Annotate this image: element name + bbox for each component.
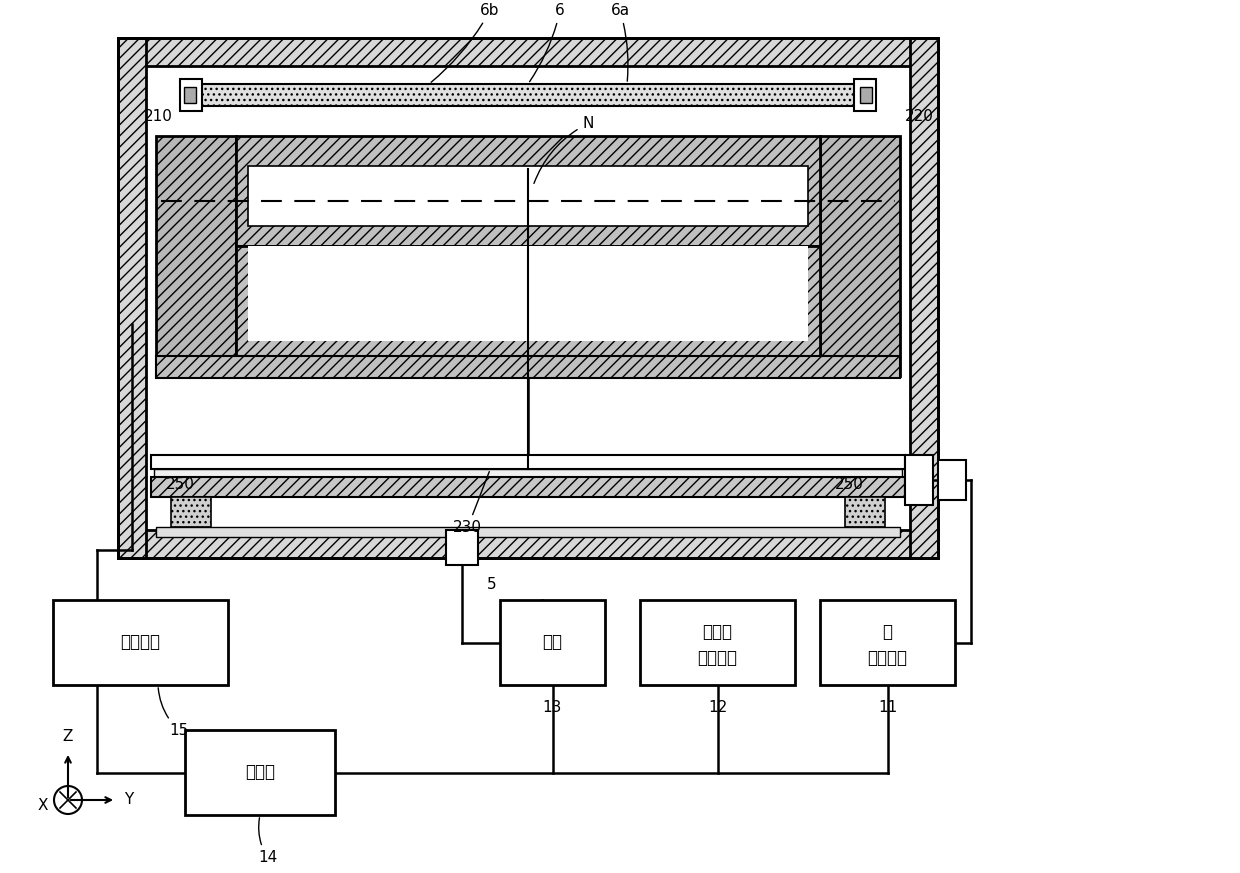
- Bar: [184, 87, 196, 103]
- Bar: [198, 84, 858, 106]
- Text: 6a: 6a: [610, 3, 630, 81]
- Text: 驱动装置: 驱动装置: [868, 649, 908, 666]
- Bar: [446, 530, 479, 565]
- Text: 排气机构: 排气机构: [120, 634, 160, 651]
- Bar: [156, 527, 900, 537]
- Bar: [844, 497, 885, 527]
- Text: 6b: 6b: [432, 3, 500, 82]
- Text: 12: 12: [708, 700, 727, 715]
- Bar: [118, 38, 937, 66]
- Bar: [937, 460, 966, 500]
- Bar: [118, 530, 937, 558]
- Bar: [118, 38, 937, 558]
- Text: 210: 210: [144, 109, 172, 124]
- Bar: [236, 246, 820, 356]
- Text: 11: 11: [878, 700, 897, 715]
- Bar: [854, 79, 875, 111]
- Text: 控制部: 控制部: [246, 764, 275, 781]
- Bar: [820, 136, 900, 376]
- Text: 移动台: 移动台: [703, 623, 733, 642]
- Bar: [248, 246, 808, 341]
- Text: 电源: 电源: [543, 634, 563, 651]
- Bar: [151, 455, 905, 469]
- Bar: [151, 477, 905, 497]
- Text: 13: 13: [543, 700, 562, 715]
- Bar: [53, 600, 228, 685]
- Text: Y: Y: [124, 793, 133, 808]
- Bar: [236, 136, 820, 246]
- Text: 250: 250: [166, 477, 195, 492]
- Text: 5: 5: [486, 577, 496, 592]
- Text: 驱动装置: 驱动装置: [697, 649, 738, 666]
- Bar: [171, 497, 211, 527]
- Text: 15: 15: [159, 688, 188, 738]
- Text: X: X: [37, 798, 48, 813]
- Bar: [156, 136, 236, 376]
- Bar: [910, 38, 937, 558]
- Bar: [500, 600, 605, 685]
- Text: 230: 230: [453, 471, 490, 535]
- Text: 220: 220: [905, 109, 934, 124]
- Bar: [248, 166, 808, 226]
- Bar: [180, 79, 202, 111]
- Bar: [118, 38, 146, 558]
- Text: N: N: [534, 116, 594, 183]
- Text: 6: 6: [529, 3, 565, 82]
- Bar: [905, 455, 932, 505]
- Text: Z: Z: [63, 729, 73, 744]
- Text: 靶: 靶: [883, 623, 893, 642]
- Bar: [156, 356, 900, 378]
- Bar: [861, 87, 872, 103]
- Bar: [820, 600, 955, 685]
- Bar: [640, 600, 795, 685]
- Text: 14: 14: [258, 818, 277, 865]
- Bar: [154, 469, 901, 477]
- Bar: [185, 730, 335, 815]
- Text: 250: 250: [835, 477, 864, 492]
